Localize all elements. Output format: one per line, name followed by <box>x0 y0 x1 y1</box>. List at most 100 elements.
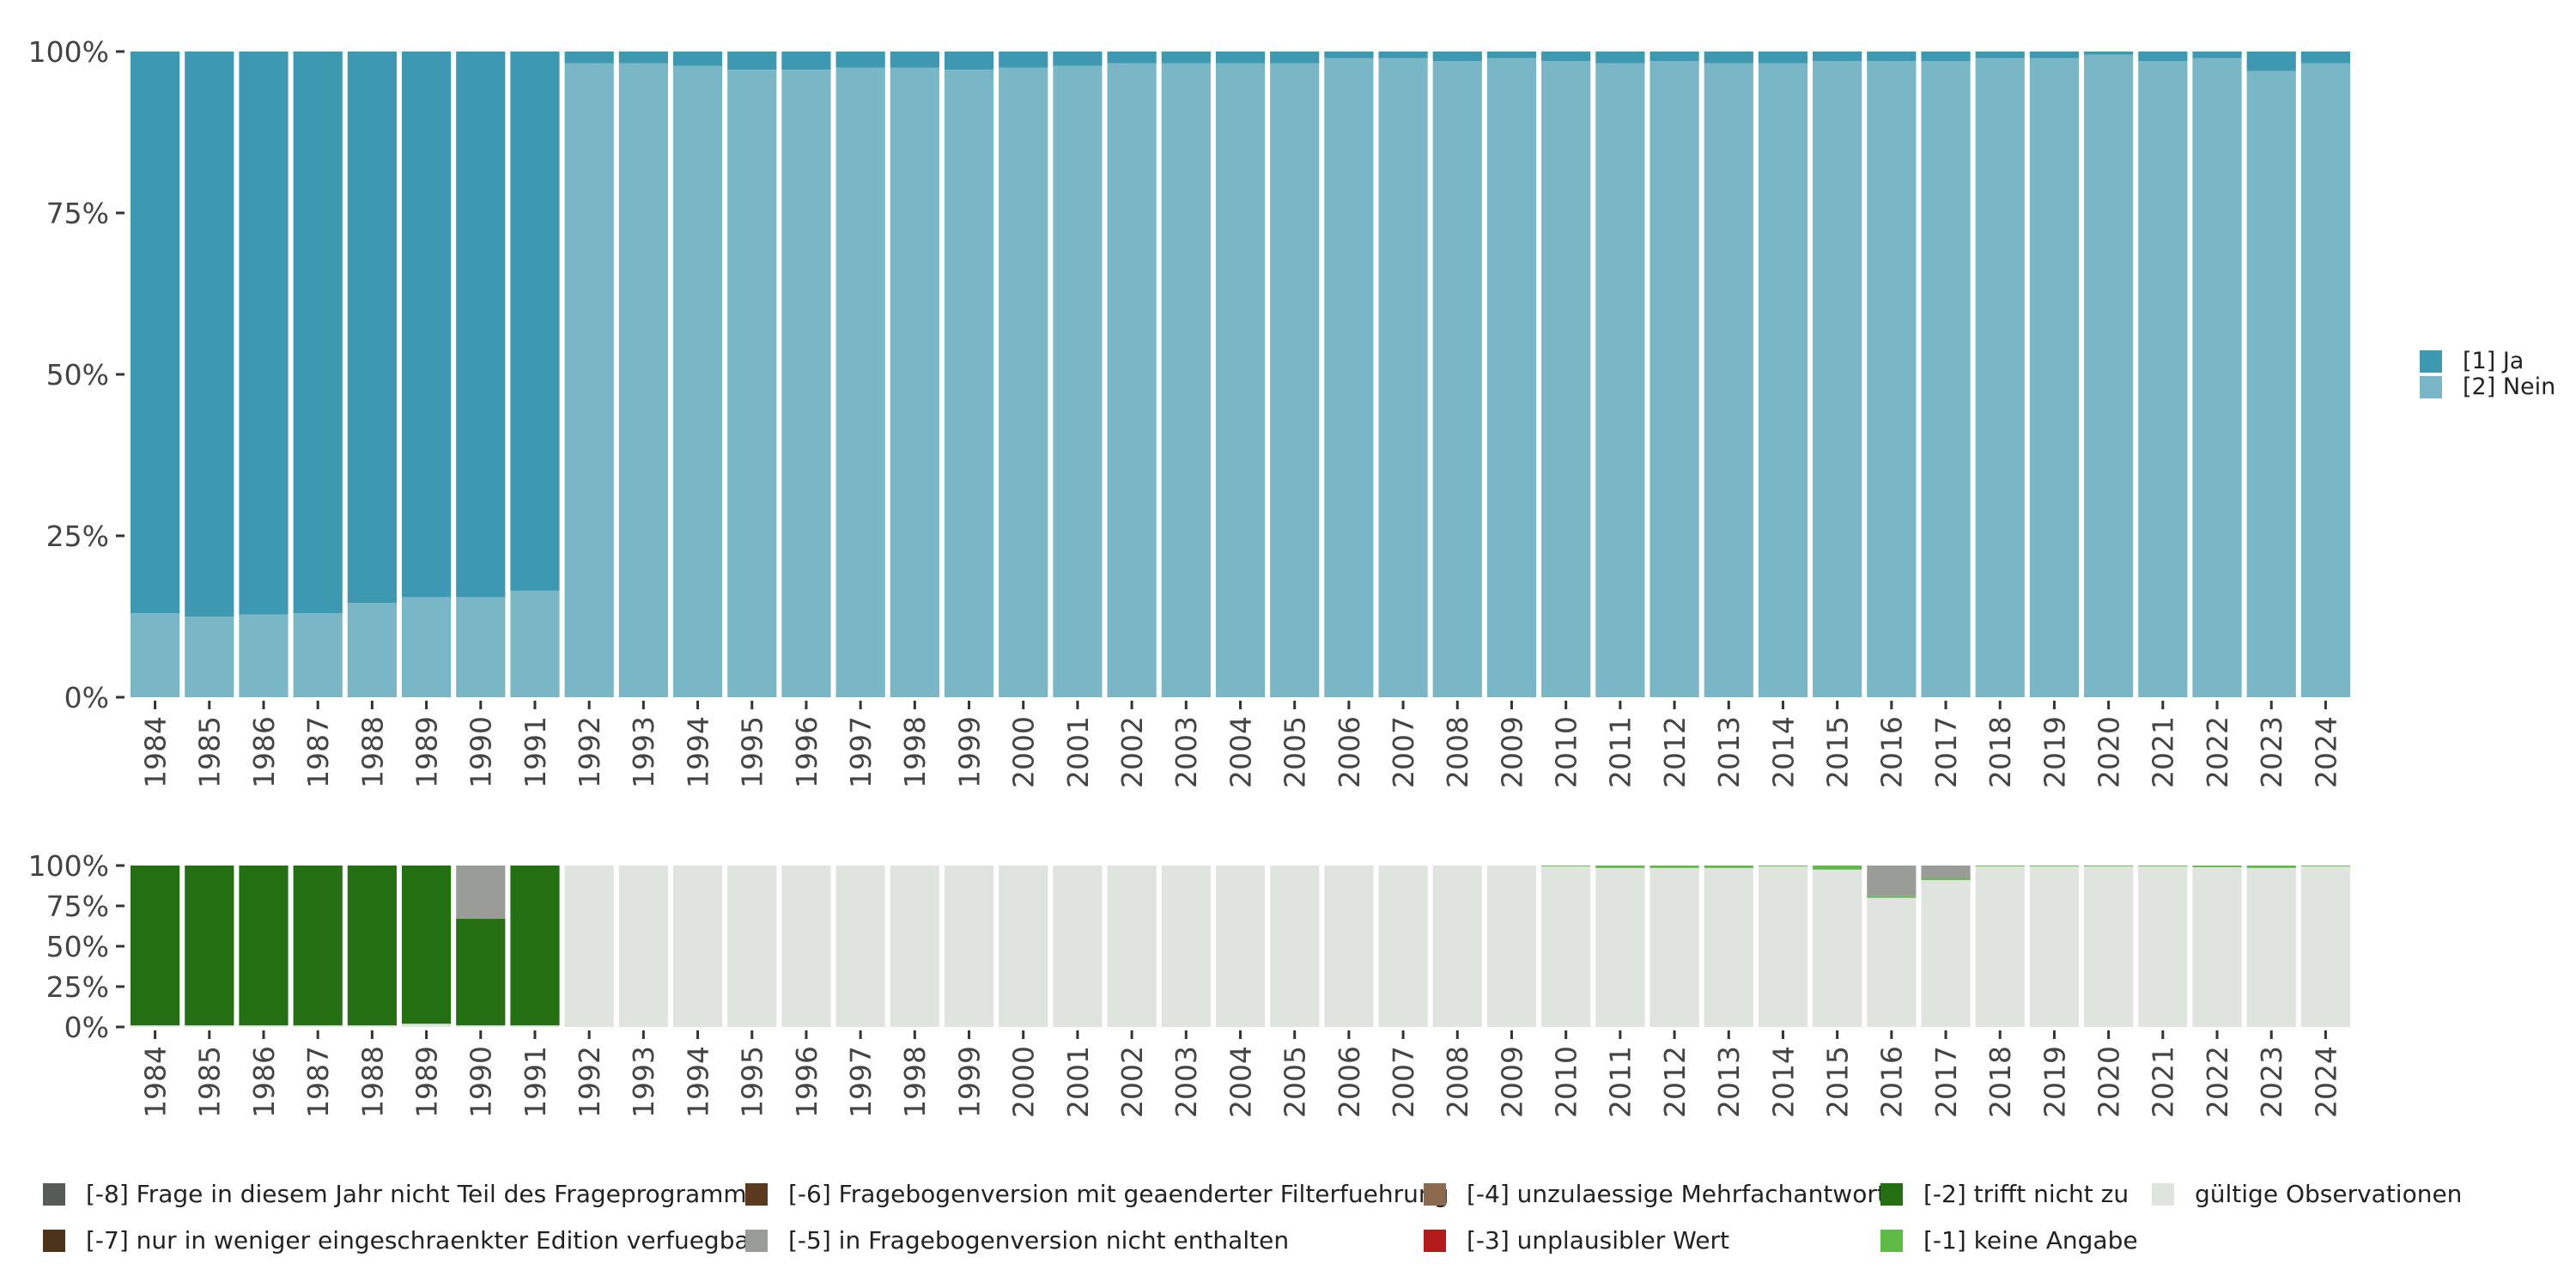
bottom-bar-1988-2-trifft-nicht-zu <box>347 866 397 1026</box>
top-bar-2012-1-ja <box>1649 52 1699 62</box>
bottom-x-tick-label: 2016 <box>1875 1046 1909 1118</box>
top-bar-2017-2-nein <box>1921 61 1971 697</box>
bottom-legend-label-6-fragebogenversion-mit-geaenderter-filterfuehrung: [-6] Fragebogenversion mit geaenderter F… <box>788 1180 1449 1208</box>
top-x-tick-label: 2011 <box>1604 716 1637 788</box>
top-x-tick-label: 1987 <box>301 716 335 788</box>
bottom-bar-1991-2-trifft-nicht-zu <box>510 866 560 1026</box>
top-bar-1988-2-nein <box>347 603 397 697</box>
bottom-x-tick-label: 2018 <box>1984 1046 2017 1118</box>
top-x-tick-label: 2003 <box>1170 716 1203 788</box>
bottom-x-tick-label: 2007 <box>1387 1046 1420 1118</box>
top-bar-1987-1-ja <box>293 52 343 614</box>
top-bar-2007-2-nein <box>1378 58 1428 697</box>
bottom-x-tick-label: 1985 <box>193 1046 227 1118</box>
bottom-bar-1995-g-ltige-observationen <box>727 866 777 1027</box>
top-x-tick-label: 1991 <box>519 716 552 788</box>
top-x-tick-label: 1995 <box>736 716 769 788</box>
bottom-x-tick-label: 1987 <box>301 1046 335 1118</box>
top-x-tick-label: 2004 <box>1224 716 1257 788</box>
bottom-x-tick-label: 2012 <box>1658 1046 1692 1118</box>
top-bar-2021-2-nein <box>2138 61 2188 697</box>
bottom-bar-1989-2-trifft-nicht-zu <box>401 866 452 1024</box>
top-bar-2011-2-nein <box>1595 63 1645 698</box>
top-bar-2011-1-ja <box>1595 52 1645 64</box>
top-bar-2022-1-ja <box>2192 52 2242 58</box>
bottom-bar-1990-g-ltige-observationen <box>456 1025 506 1027</box>
bottom-bar-2013-1-keine-angabe <box>1704 866 1753 868</box>
top-legend: [1] Ja[2] Nein <box>2420 348 2555 400</box>
top-bar-1988-1-ja <box>347 52 397 604</box>
top-bar-2013-2-nein <box>1704 63 1753 698</box>
top-x-tick-label: 2024 <box>2309 716 2342 788</box>
bottom-y-tick-label: 75% <box>46 890 109 923</box>
top-bar-2002-1-ja <box>1107 52 1157 64</box>
top-x-tick-label: 2018 <box>1984 716 2017 788</box>
bottom-legend-swatch-1-keine-angabe <box>1880 1230 1903 1252</box>
top-bar-1999-2-nein <box>944 70 994 697</box>
top-bar-2006-1-ja <box>1324 52 1374 58</box>
top-y-tick-label: 0% <box>64 681 109 714</box>
top-bar-1995-1-ja <box>727 52 777 70</box>
bottom-legend-swatch-g-ltige-observationen <box>2152 1183 2174 1206</box>
bottom-bar-2007-g-ltige-observationen <box>1378 866 1428 1027</box>
top-bar-2015-1-ja <box>1813 52 1862 62</box>
top-bar-1986-2-nein <box>239 614 289 697</box>
bottom-legend-label-2-trifft-nicht-zu: [-2] trifft nicht zu <box>1923 1180 2129 1208</box>
top-x-tick-label: 1985 <box>193 716 227 788</box>
top-x-tick-label: 2014 <box>1766 716 1800 788</box>
top-y-tick-label: 50% <box>46 358 109 392</box>
top-bar-1994-1-ja <box>672 52 723 66</box>
top-bar-2019-2-nein <box>2029 58 2080 697</box>
bottom-x-tick-label: 2001 <box>1061 1046 1095 1118</box>
bottom-bar-2002-g-ltige-observationen <box>1107 866 1157 1027</box>
bottom-bar-1999-g-ltige-observationen <box>944 866 994 1027</box>
bottom-bar-1984-2-trifft-nicht-zu <box>131 866 180 1026</box>
bottom-bar-2015-g-ltige-observationen <box>1813 869 1862 1027</box>
bottom-x-tick-label: 1984 <box>138 1046 172 1118</box>
bottom-x-tick-label: 1998 <box>898 1046 932 1118</box>
top-x-tick-label: 2001 <box>1061 716 1095 788</box>
top-bar-1998-1-ja <box>890 52 939 68</box>
top-x-tick-label: 1996 <box>790 716 823 788</box>
top-bar-2015-2-nein <box>1813 61 1862 697</box>
bottom-bar-2022-1-keine-angabe <box>2192 866 2242 867</box>
top-bar-1989-2-nein <box>401 597 452 697</box>
bottom-y-tick-label: 25% <box>46 970 109 1004</box>
bottom-bar-2012-1-keine-angabe <box>1649 866 1699 868</box>
bottom-x-tick-label: 1997 <box>844 1046 878 1118</box>
bottom-y-tick-label: 0% <box>64 1011 109 1044</box>
bottom-y-tick-label: 100% <box>28 849 109 883</box>
top-chart: 0% 25% 50% 75% 100% 1984 1985 1986 1987 1988 1989… <box>28 35 2350 788</box>
bottom-x-tick-label: 2015 <box>1821 1046 1855 1118</box>
bottom-bar-2022-g-ltige-observationen <box>2192 866 2242 1027</box>
bottom-x-tick-label: 2021 <box>2147 1046 2180 1118</box>
top-legend-label-2-nein: [2] Nein <box>2463 374 2555 400</box>
bottom-x-tick-label: 1993 <box>627 1046 660 1118</box>
bottom-bar-2005-g-ltige-observationen <box>1270 866 1320 1027</box>
top-legend-swatch-1-ja <box>2420 350 2442 373</box>
top-bar-1989-1-ja <box>401 52 452 598</box>
bottom-bar-1997-g-ltige-observationen <box>835 866 885 1027</box>
top-bar-1987-2-nein <box>293 613 343 697</box>
top-bar-2024-1-ja <box>2300 52 2350 64</box>
bottom-x-tick-label: 2002 <box>1115 1046 1149 1118</box>
bottom-bar-1986-g-ltige-observationen <box>239 1025 289 1027</box>
top-bar-1994-2-nein <box>672 65 723 698</box>
bottom-bar-1986-2-trifft-nicht-zu <box>239 866 289 1026</box>
top-x-tick-label: 2000 <box>1007 716 1041 788</box>
top-bar-2022-2-nein <box>2192 58 2242 697</box>
top-y-tick-label: 75% <box>46 197 109 230</box>
bottom-legend-label-g-ltige-observationen: gültige Observationen <box>2195 1180 2462 1208</box>
top-bar-1993-2-nein <box>618 63 668 698</box>
top-bar-1998-2-nein <box>890 67 939 698</box>
bottom-x-tick-label: 1992 <box>573 1046 606 1118</box>
bottom-x-tick-label: 1989 <box>410 1046 443 1118</box>
bottom-bar-1984-g-ltige-observationen <box>131 1025 180 1027</box>
bottom-x-tick-label: 2024 <box>2309 1046 2342 1118</box>
bottom-x-tick-label: 1991 <box>519 1046 552 1118</box>
top-bar-1992-2-nein <box>564 63 614 698</box>
bottom-x-tick-label: 2003 <box>1170 1046 1203 1118</box>
bottom-bar-1991-g-ltige-observationen <box>510 1025 560 1027</box>
top-bar-2012-2-nein <box>1649 61 1699 697</box>
